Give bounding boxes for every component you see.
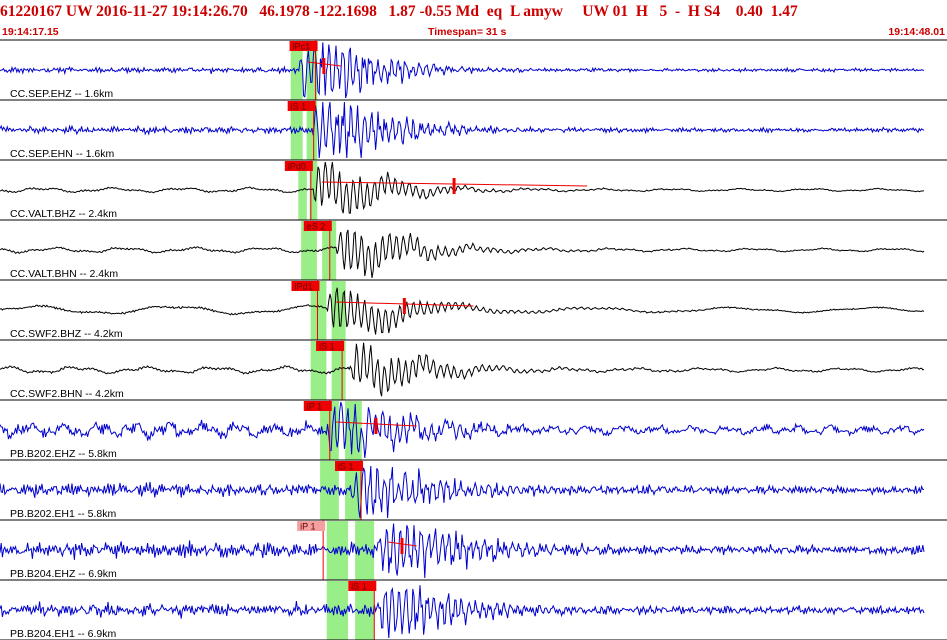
end-time: 19:14:48.01 [888, 26, 945, 38]
event-id: 61220167 [0, 3, 62, 20]
event-summary-line: 61220167 UW 2016-11-27 19:14:26.70 46.19… [0, 0, 947, 24]
amplitude-marker [374, 418, 378, 434]
magnitude-type: Md [455, 3, 479, 20]
waveform-trace[interactable] [0, 229, 925, 278]
erh: 1.47 [770, 3, 798, 20]
pick-label[interactable]: eS 2 [307, 222, 326, 232]
rms: 0.40 [735, 3, 763, 20]
channel-label: PB.B202.EH1 -- 5.8km [10, 508, 116, 520]
pick-label[interactable]: iPc1 [293, 42, 311, 52]
channel-label: CC.VALT.BHZ -- 2.4km [10, 208, 117, 220]
pick-window-s [306, 41, 318, 100]
waveform-trace[interactable] [0, 401, 925, 459]
channel-row-6[interactable]: iS 1 CC.SWF2.BHN -- 4.2km [0, 340, 947, 401]
channel-label: CC.SEP.EHN -- 1.6km [10, 148, 114, 160]
amplitude-marker [452, 178, 456, 194]
start-time: 19:14:17.15 [2, 26, 59, 38]
pick-tag[interactable] [348, 581, 377, 591]
pick-label[interactable]: iS 1 [351, 582, 367, 592]
channel-label: CC.SEP.EHZ -- 1.6km [10, 88, 113, 100]
channel-label: PB.B204.EH1 -- 6.9km [10, 628, 116, 640]
waveform-trace[interactable] [0, 465, 925, 519]
waveform-trace[interactable] [0, 585, 925, 639]
pick-label[interactable]: iS 1 [291, 102, 307, 112]
pick-window-s [322, 221, 337, 280]
event-type: eq [486, 3, 503, 20]
pick-window-p [310, 341, 327, 400]
pick-tag[interactable] [284, 161, 313, 171]
location-flag: L [509, 3, 520, 20]
pick-label[interactable]: iPd1 [294, 282, 312, 292]
depth: 1.87 [388, 3, 416, 20]
pick-label[interactable]: iP 1 [300, 522, 315, 532]
channel-row-10[interactable]: iS 1 PB.B204.EH1 -- 6.9km [0, 580, 947, 640]
origin-datetime: 2016-11-27 19:14:26.70 [96, 3, 248, 20]
channel-row-4[interactable]: eS 2 CC.VALT.BHN -- 2.4km [0, 220, 947, 281]
amplitude-marker [400, 538, 404, 554]
waveform-trace[interactable] [0, 161, 925, 214]
pick-window-s [345, 461, 362, 520]
analyst: amyw [523, 3, 563, 20]
channel-row-5[interactable]: iPd1 CC.SWF2.BHZ -- 4.2km [0, 280, 947, 341]
waveform-trace[interactable] [0, 287, 925, 335]
channel-label: CC.SWF2.BHZ -- 4.2km [10, 328, 123, 340]
pick-window-s [355, 581, 375, 640]
pick-tag[interactable] [297, 521, 326, 531]
waveform-trace[interactable] [0, 342, 925, 397]
amplitude-marker [322, 58, 326, 74]
channel-row-7[interactable]: iP 1 PB.B202.EHZ -- 5.8km [0, 400, 947, 461]
pick-window-p [310, 281, 327, 340]
pick-label[interactable]: iPd0 [288, 162, 306, 172]
pick-tag[interactable] [289, 41, 318, 51]
pick-label[interactable]: iP 1 [307, 402, 322, 412]
timespan-label: Timespan= 31 s [428, 26, 507, 38]
pick-tag[interactable] [291, 281, 320, 291]
network-code: UW [65, 3, 93, 20]
quality-fields: UW 01 H 5 - H S4 [582, 3, 721, 20]
channel-label: CC.SWF2.BHN -- 4.2km [10, 388, 124, 400]
pick-tag[interactable] [316, 341, 345, 351]
waveform-trace[interactable] [0, 101, 925, 159]
channel-row-3[interactable]: iPd0 CC.VALT.BHZ -- 2.4km [0, 160, 947, 221]
latitude: 46.1978 [259, 3, 310, 20]
magnitude: -0.55 [419, 3, 452, 20]
channel-label: PB.B202.EHZ -- 5.8km [10, 448, 117, 460]
pick-window-p [290, 41, 303, 100]
waveform-trace[interactable] [0, 523, 925, 579]
channel-label: CC.VALT.BHN -- 2.4km [10, 268, 118, 280]
channel-row-2[interactable]: iS 1 CC.SEP.EHN -- 1.6km [0, 100, 947, 161]
channel-row-8[interactable]: iS 1 PB.B202.EH1 -- 5.8km [0, 460, 947, 521]
channel-row-1[interactable]: iPc1 CC.SEP.EHZ -- 1.6km [0, 40, 947, 101]
channel-label: PB.B204.EHZ -- 6.9km [10, 568, 117, 580]
amplitude-marker [402, 298, 406, 314]
waveform-trace[interactable] [0, 41, 924, 99]
channel-row-9[interactable]: iP 1 PB.B204.EHZ -- 6.9km [0, 520, 947, 581]
pick-tag[interactable] [303, 401, 332, 411]
pick-tag[interactable] [335, 461, 364, 471]
pick-tag[interactable] [303, 221, 332, 231]
pick-tag[interactable] [287, 101, 316, 111]
longitude: -122.1698 [313, 3, 377, 20]
event-header: 61220167 UW 2016-11-27 19:14:26.70 46.19… [0, 0, 947, 40]
pick-label[interactable]: iS 1 [319, 342, 335, 352]
pick-label[interactable]: iS 1 [338, 462, 354, 472]
